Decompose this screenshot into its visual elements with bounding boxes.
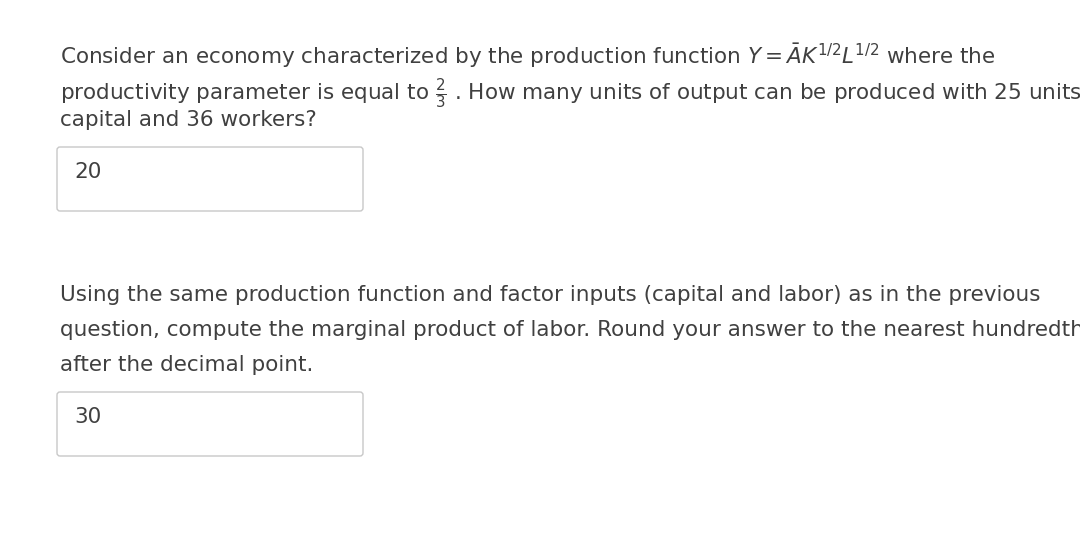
Text: question, compute the marginal product of labor. Round your answer to the neares: question, compute the marginal product o… <box>60 320 1080 340</box>
FancyBboxPatch shape <box>57 392 363 456</box>
Text: productivity parameter is equal to $\frac{2}{3}$ . How many units of output can : productivity parameter is equal to $\fra… <box>60 76 1080 111</box>
Text: 30: 30 <box>75 407 102 427</box>
Text: 20: 20 <box>75 162 102 182</box>
FancyBboxPatch shape <box>57 147 363 211</box>
Text: Consider an economy characterized by the production function $Y = \bar{A}K^{1/2}: Consider an economy characterized by the… <box>60 42 996 71</box>
Text: Using the same production function and factor inputs (capital and labor) as in t: Using the same production function and f… <box>60 285 1040 305</box>
Text: after the decimal point.: after the decimal point. <box>60 355 313 375</box>
Text: capital and 36 workers?: capital and 36 workers? <box>60 110 316 130</box>
